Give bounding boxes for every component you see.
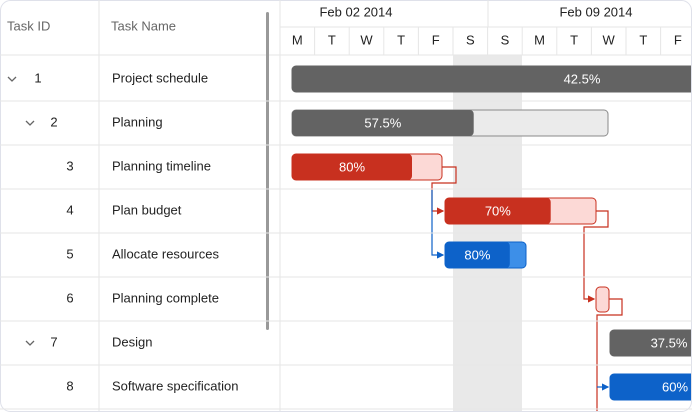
task-id: 4 (66, 202, 73, 217)
day-label: F (432, 32, 440, 47)
progress-fill (292, 154, 412, 180)
progress-fill (292, 110, 474, 136)
day-label: M (292, 32, 303, 47)
progress-fill (610, 374, 691, 400)
task-id: 3 (66, 158, 73, 173)
task-name: Allocate resources (112, 246, 219, 261)
week-label: Feb 02 2014 (319, 4, 392, 19)
task-id: 5 (66, 246, 73, 261)
progress-fill (445, 198, 551, 224)
column-header: Task ID (7, 18, 50, 33)
week-label: Feb 09 2014 (559, 4, 632, 19)
day-label: T (639, 32, 647, 47)
task-id: 8 (66, 378, 73, 393)
task-name: Design (112, 334, 152, 349)
connectors (431, 166, 623, 411)
expand-toggle[interactable] (7, 76, 17, 82)
progress-label: 80% (464, 247, 490, 262)
column-header: Task Name (111, 18, 176, 33)
day-label: W (603, 32, 616, 47)
day-label: F (674, 32, 682, 47)
day-label: T (570, 32, 578, 47)
progress-label: 70% (485, 203, 511, 218)
progress-label: 37.5% (651, 335, 688, 350)
task-id: 2 (50, 114, 57, 129)
progress-fill (445, 242, 510, 268)
expand-toggle[interactable] (25, 340, 35, 346)
progress-label: 60% (662, 379, 688, 394)
task-name: Planning complete (112, 290, 219, 305)
progress-fill (292, 66, 632, 92)
task-name: Software specification (112, 378, 238, 393)
expand-toggle[interactable] (25, 120, 35, 126)
task-id: 7 (50, 334, 57, 349)
progress-label: 42.5% (564, 71, 601, 86)
task-name: Project schedule (112, 70, 208, 85)
task-id: 1 (34, 70, 41, 85)
day-label: T (397, 32, 405, 47)
splitter[interactable] (266, 12, 269, 330)
task-id: 6 (66, 290, 73, 305)
progress-label: 80% (339, 159, 365, 174)
day-label: S (501, 32, 510, 47)
task-name: Plan budget (112, 202, 182, 217)
progress-label: 57.5% (364, 115, 401, 130)
day-label: S (466, 32, 475, 47)
day-label: M (534, 32, 545, 47)
task-name: Planning (112, 114, 163, 129)
progress-fill (610, 330, 691, 356)
day-label: W (360, 32, 373, 47)
milestone (595, 286, 610, 313)
day-label: T (328, 32, 336, 47)
task-name: Planning timeline (112, 158, 211, 173)
